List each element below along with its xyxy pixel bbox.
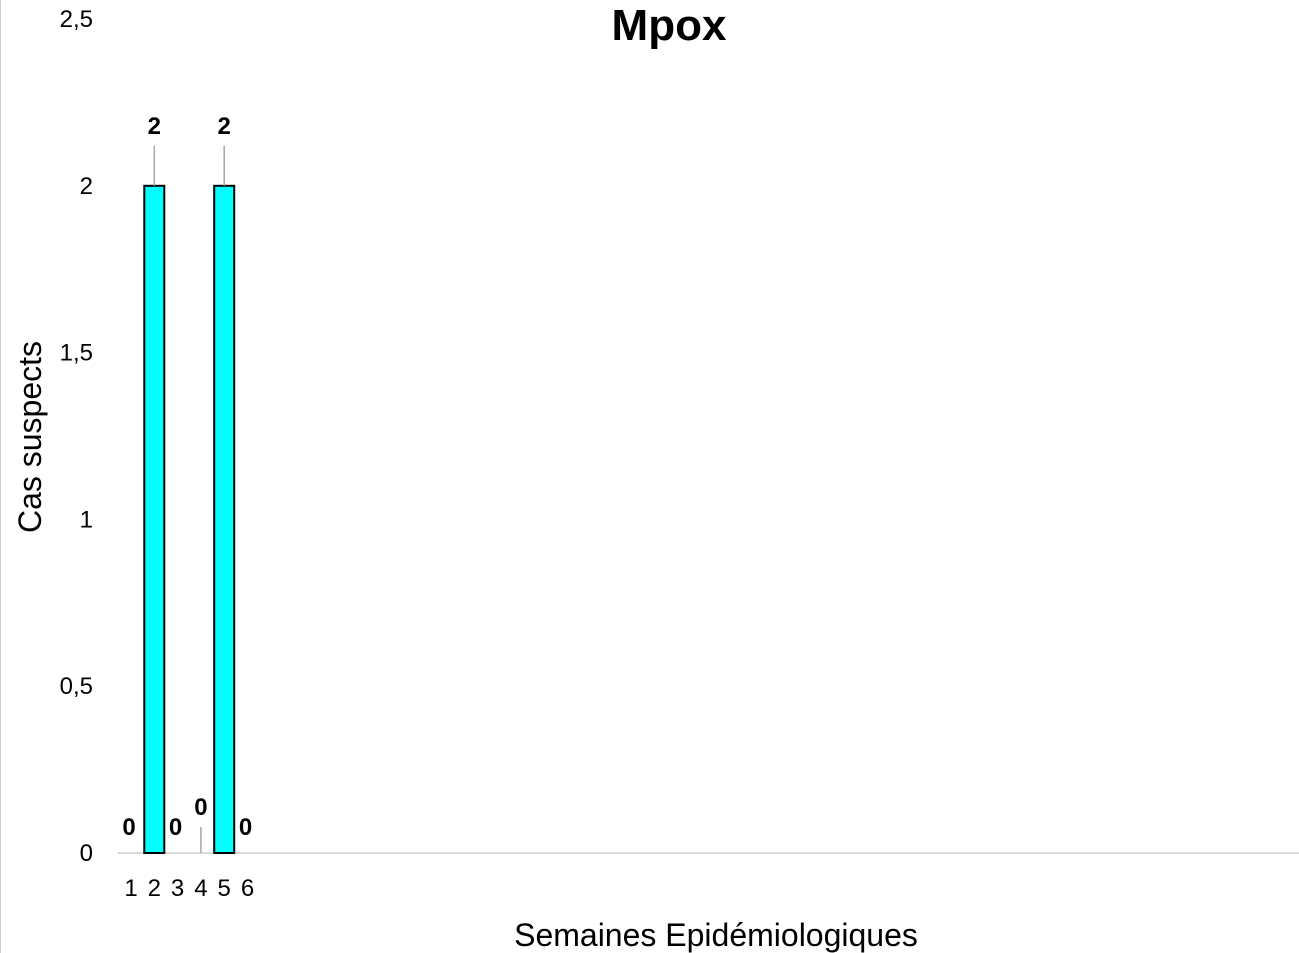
bar [213, 184, 236, 855]
data-label: 0 [194, 794, 207, 821]
y-tick-label: 0 [80, 840, 93, 867]
bar [143, 184, 166, 855]
x-tick-label: 2 [148, 875, 161, 902]
data-label: 2 [148, 113, 161, 140]
x-tick-label: 1 [124, 875, 137, 902]
x-tick-label: 6 [241, 875, 254, 902]
y-tick-label: 1,5 [60, 340, 93, 367]
y-tick-label: 2,5 [60, 6, 93, 33]
x-tick-label: 3 [171, 875, 184, 902]
y-tick-label: 0,5 [60, 673, 93, 700]
data-label: 0 [239, 814, 252, 841]
y-tick-label: 1 [80, 506, 93, 533]
data-label: 0 [122, 814, 135, 841]
x-tick-label: 4 [194, 875, 207, 902]
y-axis-label: Cas suspects [12, 341, 48, 533]
data-label: 2 [218, 113, 231, 140]
chart-title: Mpox [612, 1, 727, 50]
data-label: 0 [169, 814, 182, 841]
x-axis-label: Semaines Epidémiologiques [514, 917, 918, 953]
bars-group [143, 184, 236, 855]
y-tick-label: 2 [80, 173, 93, 200]
y-axis-ticks: 0 0,5 1 1,5 2 2,5 [60, 6, 93, 867]
x-tick-label: 5 [218, 875, 231, 902]
